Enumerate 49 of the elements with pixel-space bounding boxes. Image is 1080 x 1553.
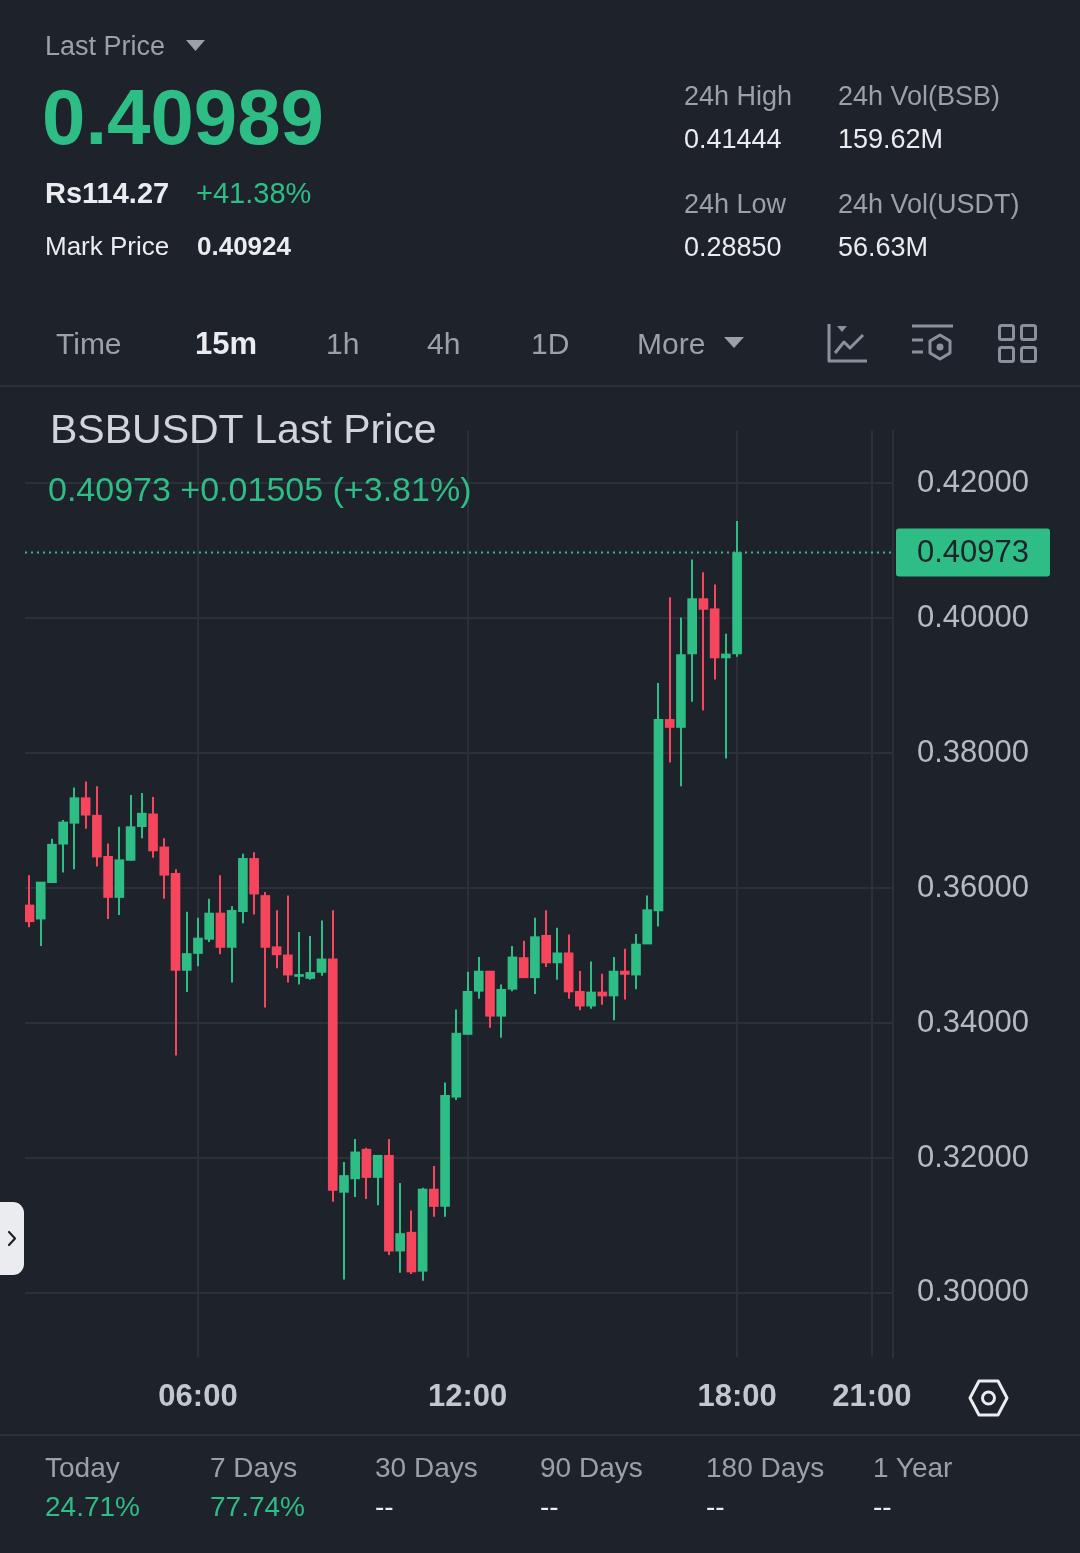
text: 180 Days	[706, 1451, 825, 1485]
y-tick-label: 0.38000	[917, 733, 1030, 769]
y-tick-label: 0.30000	[917, 1273, 1030, 1309]
text: 159.62M	[838, 124, 944, 156]
text: More	[637, 326, 706, 362]
text: 0.41444	[684, 124, 782, 156]
text: 7 Days	[210, 1451, 298, 1485]
text: 77.74%	[210, 1490, 305, 1524]
text: 30 Days	[375, 1451, 478, 1485]
text: 24.71%	[45, 1490, 140, 1524]
text: --	[375, 1490, 394, 1524]
text: 90 Days	[540, 1451, 643, 1485]
text: Time	[56, 326, 122, 362]
text: Mark Price	[45, 231, 170, 262]
x-tick-label: 12:00	[427, 1378, 508, 1414]
y-tick-label: 0.32000	[917, 1138, 1030, 1174]
candlestick	[664, 597, 675, 763]
text: Last Price	[45, 31, 166, 63]
x-tick-label: 21:00	[832, 1378, 912, 1414]
text: 1 Year	[873, 1451, 953, 1485]
text: 24h Vol(BSB)	[838, 81, 1001, 113]
text: 4h	[427, 326, 461, 362]
chart-title: BSBUSDT Last Price	[50, 406, 437, 454]
text: 24h Vol(USDT)	[838, 189, 1020, 221]
ref-line-label: 0.40973	[916, 534, 1030, 570]
x-tick-label: 06:00	[158, 1378, 238, 1414]
text: 56.63M	[838, 232, 929, 264]
text: --	[540, 1490, 559, 1524]
text: 1D	[531, 326, 570, 362]
candlestick	[698, 572, 709, 711]
text: Rs114.27	[45, 177, 170, 211]
y-tick-label: 0.40000	[917, 598, 1030, 634]
text: --	[706, 1490, 725, 1524]
y-tick-label: 0.42000	[917, 463, 1030, 499]
text: +41.38%	[196, 177, 312, 211]
text: 15m	[195, 326, 258, 362]
text: 1h	[326, 326, 360, 362]
text: 0.40989	[42, 73, 324, 163]
text: --	[873, 1490, 892, 1524]
text: 0.28850	[684, 232, 782, 264]
candlestick	[619, 948, 630, 1000]
text: Today	[45, 1451, 120, 1485]
x-tick-label: 18:00	[697, 1378, 777, 1414]
text: 0.40924	[197, 231, 291, 262]
y-tick-label: 0.34000	[917, 1003, 1030, 1039]
text: 0.40973 +0.01505 (+3.81%)	[48, 470, 472, 510]
text: 24h Low	[684, 189, 787, 221]
y-tick-label: 0.36000	[917, 868, 1030, 904]
text: 24h High	[684, 81, 793, 113]
